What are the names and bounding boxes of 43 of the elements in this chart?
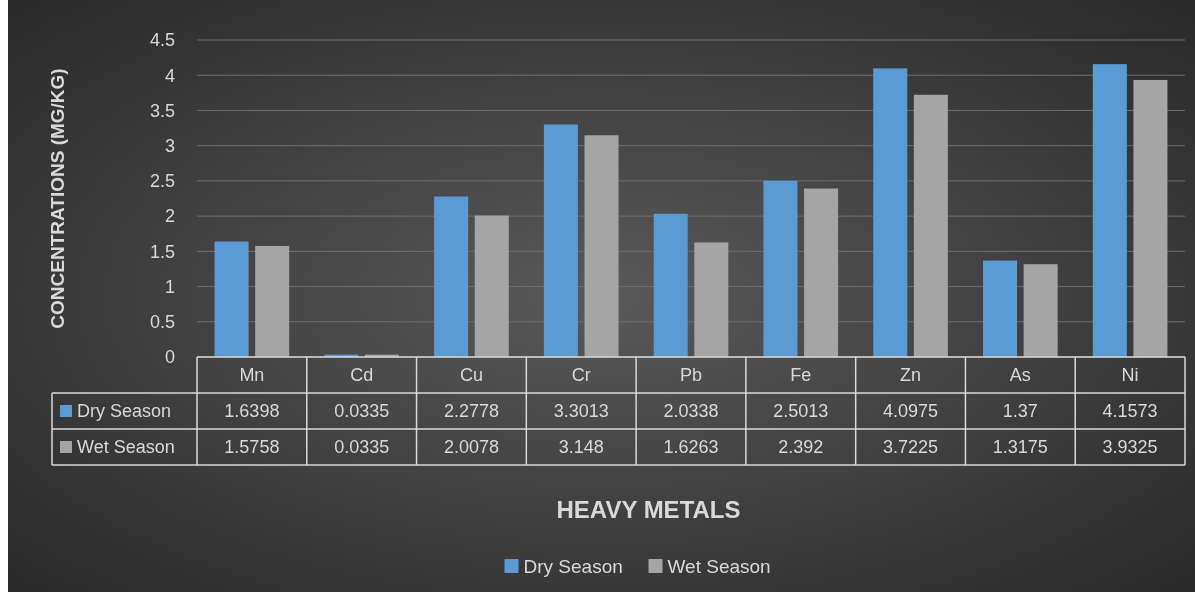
data-label: 1.5758 <box>224 437 280 458</box>
legend-label: Dry Season <box>77 401 172 422</box>
data-label: 4.0975 <box>883 401 939 422</box>
data-label: 1.6263 <box>663 437 719 458</box>
text: Wet Season <box>667 555 771 577</box>
data-label: 2.2778 <box>443 401 499 422</box>
y-tick-label: 0.5 <box>149 312 175 333</box>
data-label: 2.5013 <box>773 401 829 422</box>
data-label: 1.6398 <box>224 401 280 422</box>
data-label: 1.3175 <box>992 437 1048 458</box>
data-label: 2.0338 <box>663 401 719 422</box>
y-axis-title: CONCENTRATIONS (MG/KG) <box>47 68 68 329</box>
data-label: 0.0335 <box>334 401 390 422</box>
x-tick-label: Cr <box>571 365 591 386</box>
x-tick-label: Ni <box>1121 365 1139 386</box>
y-tick-label: 4 <box>164 65 175 86</box>
x-tick-label: As <box>1009 365 1031 386</box>
data-label: 3.148 <box>558 437 604 458</box>
y-tick-label: 3 <box>164 135 175 156</box>
y-tick-label: 3.5 <box>149 100 175 121</box>
x-tick-label: Fe <box>790 365 812 386</box>
y-tick-label: 4.5 <box>149 30 175 51</box>
y-tick-label: 2.5 <box>149 171 175 192</box>
x-tick-label: Pb <box>679 365 703 386</box>
y-tick-label: 2 <box>164 206 175 227</box>
y-tick-label: 1 <box>164 276 175 297</box>
y-tick-label: 1.5 <box>149 241 175 262</box>
y-tick-label: 0 <box>164 347 175 368</box>
data-label: 3.9325 <box>1102 437 1158 458</box>
text: Dry Season <box>523 555 623 577</box>
data-label: 4.1573 <box>1102 401 1158 422</box>
x-tick-label: Mn <box>239 365 265 386</box>
x-tick-label: Cu <box>459 365 483 386</box>
legend-label: Wet Season <box>77 437 175 458</box>
data-label: 3.3013 <box>553 401 609 422</box>
x-tick-label: Cd <box>350 365 374 386</box>
data-label: 3.7225 <box>883 437 939 458</box>
data-label: 1.37 <box>1002 401 1038 422</box>
data-label: 2.0078 <box>443 437 499 458</box>
x-tick-label: Zn <box>900 365 922 386</box>
data-label: 2.392 <box>778 437 824 458</box>
x-axis-title: HEAVY METALS <box>556 496 741 524</box>
data-label: 0.0335 <box>334 437 390 458</box>
